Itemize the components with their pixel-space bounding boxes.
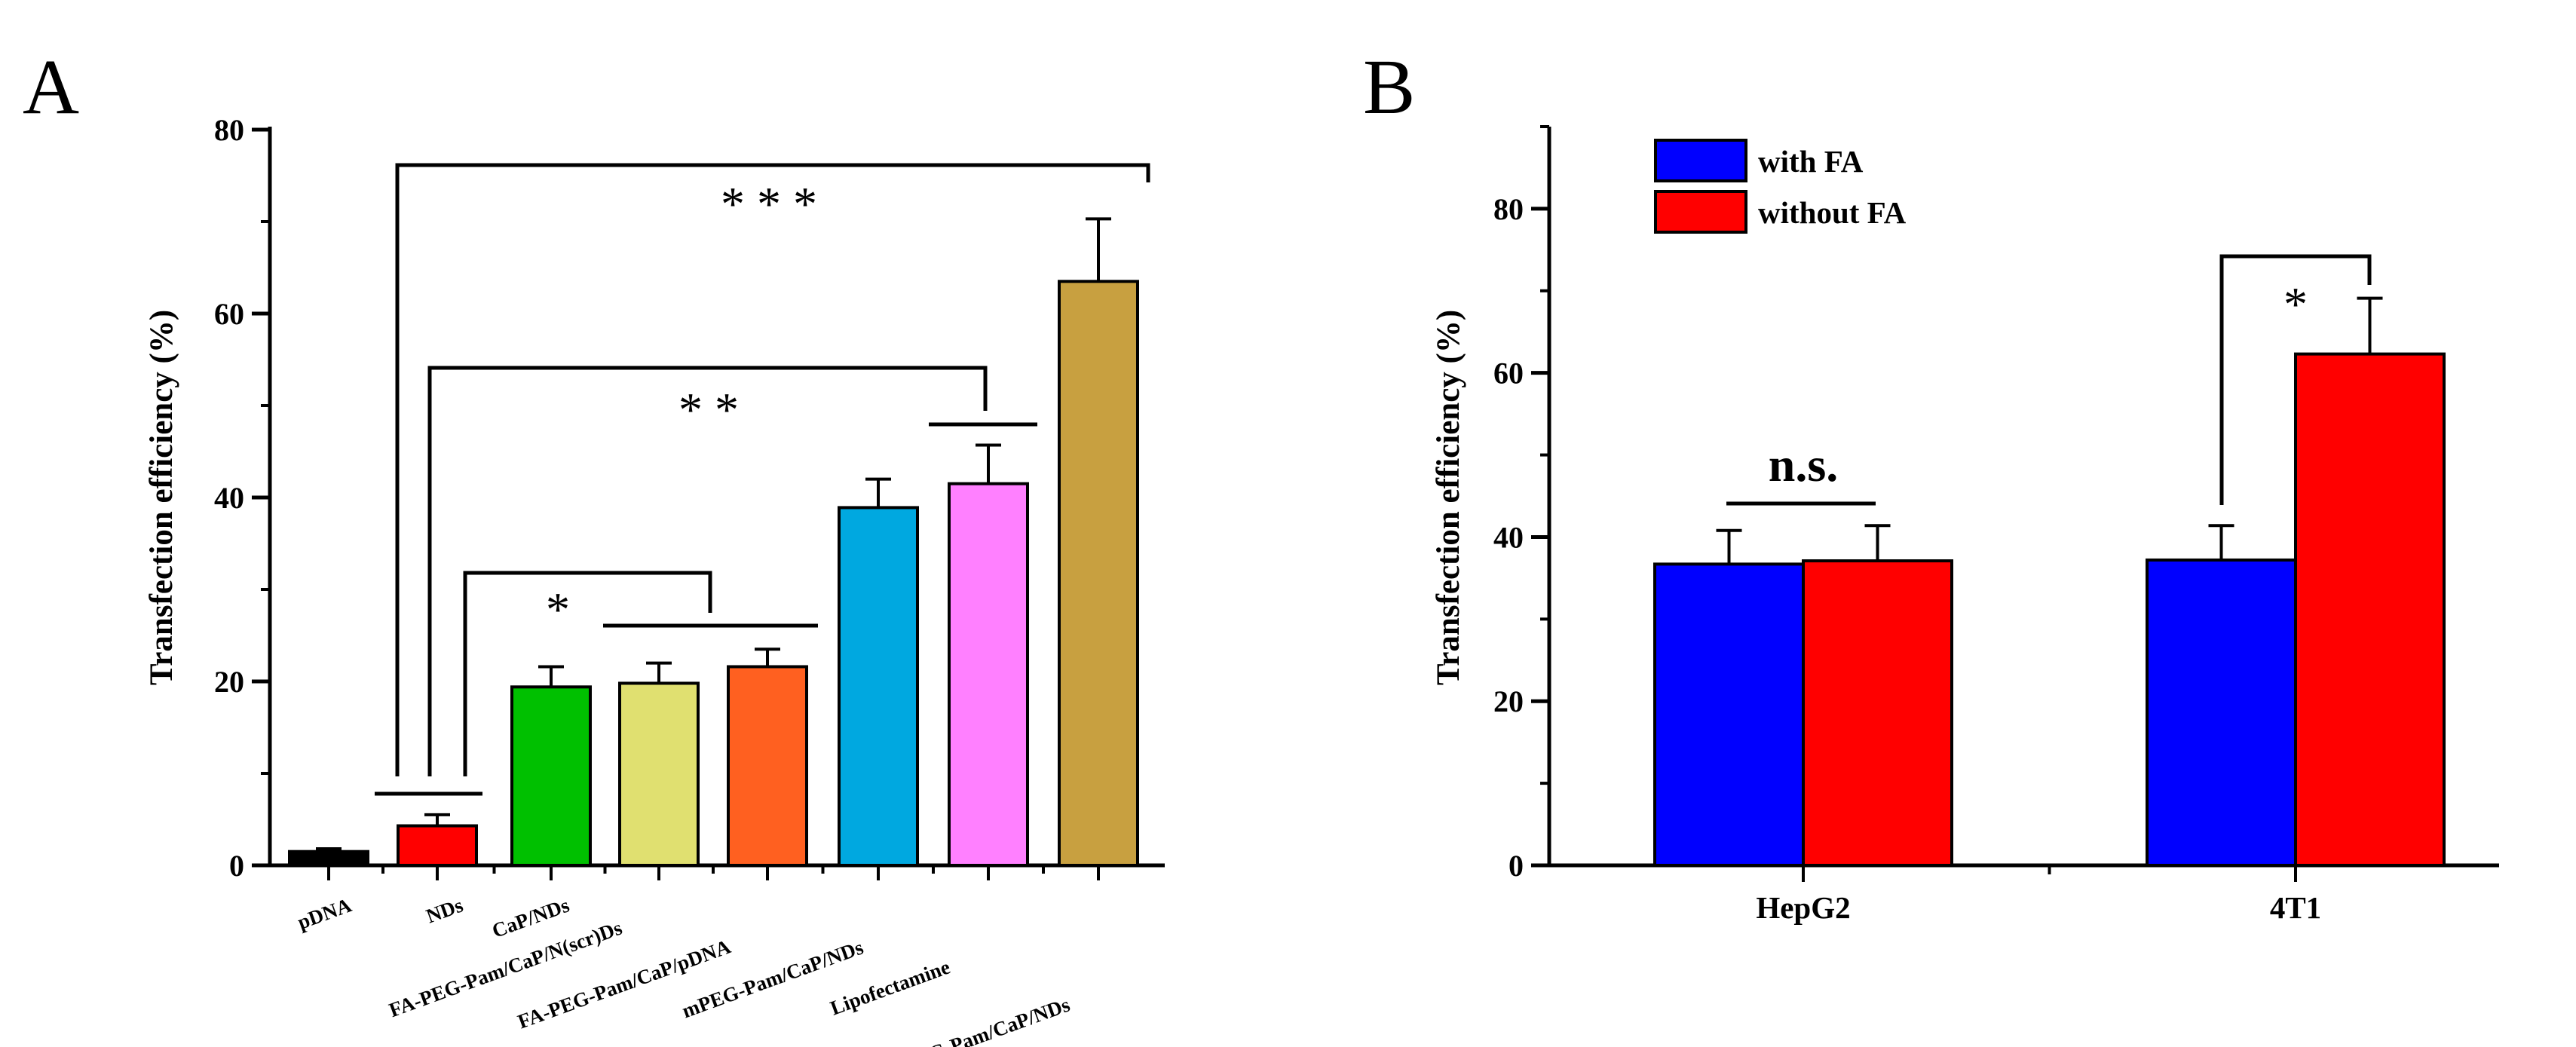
panel-b-bar: [2146, 558, 2297, 868]
panel-a-bar: [727, 665, 808, 867]
panel-a-y-tick-label: 40: [214, 481, 244, 515]
panel-a-significance: [375, 163, 1150, 796]
panel-a-y-ticks: 0 20 40 60 80: [214, 113, 270, 883]
legend-label-with-fa: with FA: [1758, 144, 1864, 179]
panel-a-label: A: [23, 44, 79, 130]
panel-a-bar: [510, 685, 592, 867]
panel-b-bar: [1802, 559, 1953, 867]
panel-b-significance: [1726, 254, 2372, 506]
panel-b-y-tick-label: 40: [1493, 520, 1524, 554]
panel-a-bar: [1058, 280, 1139, 867]
panel-a-bars: [288, 280, 1139, 868]
annotation-one-star: *: [546, 583, 570, 636]
panel-b-error-bars: [1716, 296, 2383, 565]
panel-a-x-labels: pDNA NDs CaP/NDsFA-PEG-Pam/CaP/N(scr)DsFA-…: [295, 893, 1073, 1047]
panel-a-x-tick-label: Lipofectamine: [827, 955, 953, 1019]
bracket-one-star-b: [2219, 254, 2372, 505]
panel-a-y-tick-label: 60: [214, 297, 244, 331]
bracket-two-star: [427, 366, 988, 776]
panel-b-bars: [1653, 352, 2446, 868]
panel-b-y-tick-label: 0: [1509, 849, 1524, 883]
panel-a-bar: [397, 824, 478, 868]
annotation-two-star: * *: [678, 383, 739, 436]
bracket-one-star: [463, 571, 712, 776]
panel-b-y-tick-label: 60: [1493, 357, 1524, 390]
panel-a-bar: [618, 681, 700, 867]
panel-a-x-tick-label: NDs: [423, 893, 466, 927]
panel-b-y-tick-label: 20: [1493, 684, 1524, 718]
panel-b-bar: [1653, 562, 1805, 868]
legend-swatch-without-fa: [1654, 190, 1747, 234]
panel-a-y-tick-label: 20: [214, 665, 244, 699]
panel-a-bar: [838, 506, 919, 867]
legend: with FA without FA: [1654, 139, 1907, 234]
panel-a-bar: [948, 482, 1029, 867]
panel-a-error-bars: [316, 217, 1111, 852]
panel-b-y-label: Transfection efficiency (%): [1431, 310, 1466, 685]
panel-b-y-tick-label: 80: [1493, 192, 1524, 226]
legend-label-without-fa: without FA: [1758, 195, 1907, 230]
annotation-one-star-b: *: [2283, 277, 2308, 331]
panel-a-y-tick-label: 80: [214, 113, 244, 147]
panel-a-x-tick-label: CaP/NDs: [489, 893, 572, 942]
panel-b-x-tick-label: HepG2: [1756, 890, 1850, 925]
panel-b-x-labels: HepG2 4T1: [1756, 890, 2321, 925]
panel-a-y-label: Transfection efficiency (%): [144, 310, 179, 685]
panel-b-x-tick-label: 4T1: [2270, 890, 2321, 925]
panel-b-bar: [2294, 352, 2446, 868]
panel-a-x-tick-label: FA-PEG-Pam/CaP/NDs: [871, 993, 1073, 1047]
legend-swatch-with-fa: [1654, 139, 1747, 182]
panel-b-y-ticks: 0 20 40 60 80: [1493, 125, 1549, 883]
bracket-three-star: [395, 163, 1150, 776]
annotation-three-star: * * *: [721, 177, 817, 231]
annotation-ns: n.s.: [1769, 438, 1839, 491]
panel-a-bar: [288, 850, 369, 867]
panel-a-x-tick-label: pDNA: [295, 893, 355, 934]
panel-b-x-ticks: [1802, 865, 2297, 882]
panel-b-label: B: [1363, 44, 1415, 130]
panel-a-y-tick-label: 0: [229, 849, 244, 883]
panel-a-x-ticks: [327, 865, 1100, 880]
